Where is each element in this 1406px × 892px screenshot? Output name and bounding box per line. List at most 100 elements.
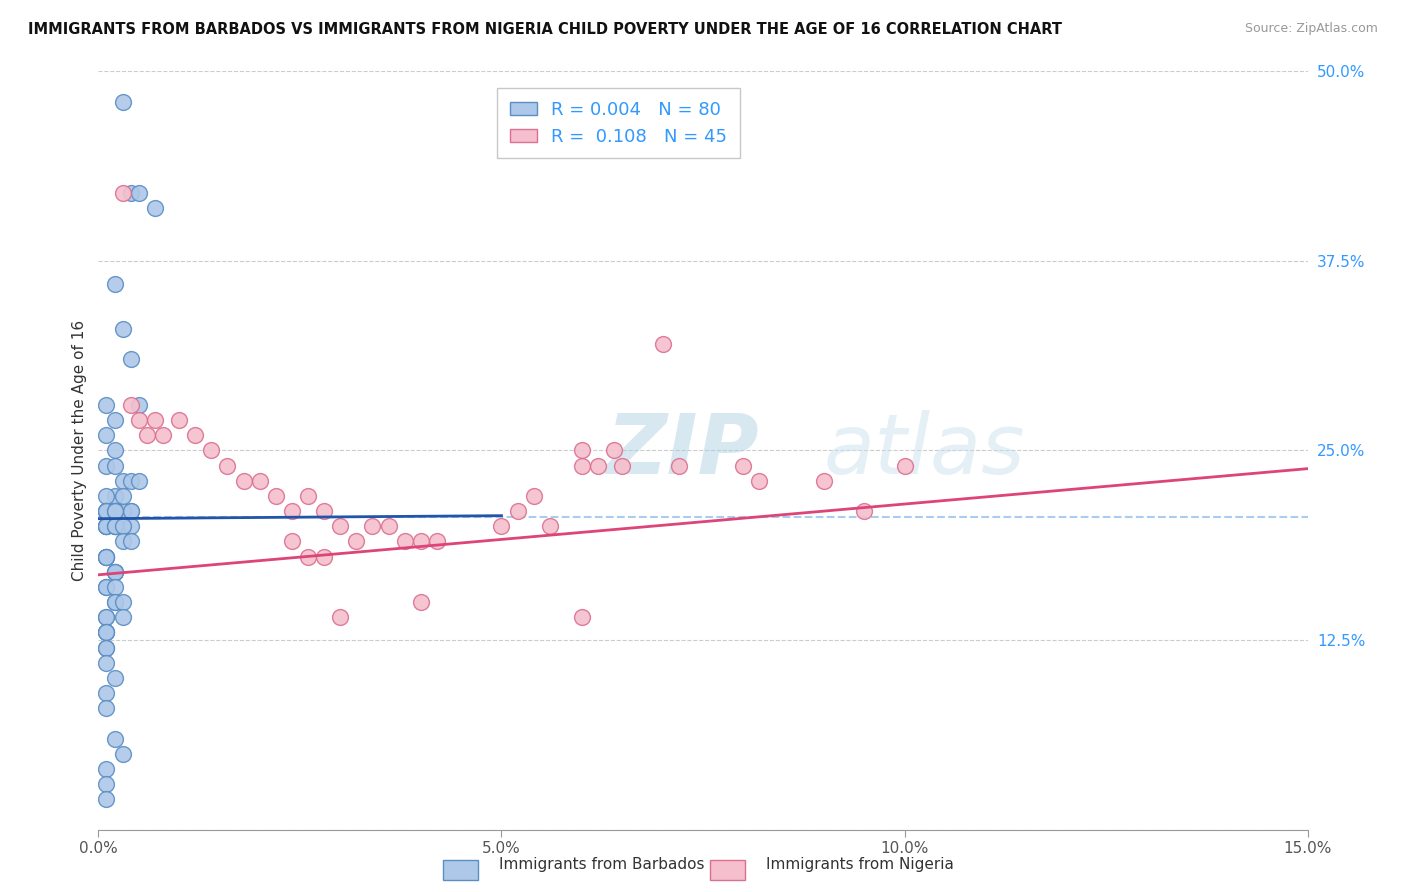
Point <box>96 610 118 624</box>
Point <box>377 519 399 533</box>
Point <box>329 519 352 533</box>
Point <box>96 504 118 518</box>
Point <box>603 443 626 458</box>
Point <box>143 201 166 215</box>
Point <box>281 504 304 518</box>
Text: Source: ZipAtlas.com: Source: ZipAtlas.com <box>1244 22 1378 36</box>
Point <box>96 519 118 533</box>
Point <box>96 640 118 655</box>
Point <box>152 428 174 442</box>
Point <box>103 519 125 533</box>
Point <box>103 565 125 579</box>
Point <box>314 549 336 564</box>
Point <box>103 519 125 533</box>
Point <box>120 398 142 412</box>
Point <box>893 458 915 473</box>
Point <box>120 534 142 549</box>
Point <box>96 762 118 776</box>
Point <box>111 519 134 533</box>
Point <box>249 474 271 488</box>
Point <box>103 671 125 685</box>
Point <box>111 489 134 503</box>
Point <box>361 519 384 533</box>
Point <box>96 640 118 655</box>
Text: atlas: atlas <box>824 410 1025 491</box>
Text: Immigrants from Nigeria: Immigrants from Nigeria <box>766 857 955 872</box>
Point <box>111 322 134 336</box>
Point <box>103 731 125 746</box>
Legend: R = 0.004   N = 80, R =  0.108   N = 45: R = 0.004 N = 80, R = 0.108 N = 45 <box>496 88 740 158</box>
Point <box>96 489 118 503</box>
Point <box>103 595 125 609</box>
Point <box>103 504 125 518</box>
Point <box>120 474 142 488</box>
Point <box>103 413 125 427</box>
Point <box>103 277 125 291</box>
Point <box>571 610 593 624</box>
Point <box>394 534 416 549</box>
Point <box>103 519 125 533</box>
Point <box>523 489 546 503</box>
Point <box>329 610 352 624</box>
Point <box>103 504 125 518</box>
Point <box>96 504 118 518</box>
Point <box>111 519 134 533</box>
Text: IMMIGRANTS FROM BARBADOS VS IMMIGRANTS FROM NIGERIA CHILD POVERTY UNDER THE AGE : IMMIGRANTS FROM BARBADOS VS IMMIGRANTS F… <box>28 22 1062 37</box>
Point <box>96 549 118 564</box>
Point <box>103 519 125 533</box>
Point <box>103 519 125 533</box>
Point <box>103 458 125 473</box>
Point <box>96 549 118 564</box>
Point <box>217 458 239 473</box>
Point <box>128 398 150 412</box>
Point <box>120 186 142 200</box>
Point <box>491 519 513 533</box>
Point <box>96 610 118 624</box>
Point <box>96 792 118 806</box>
Point <box>314 504 336 518</box>
Point <box>96 549 118 564</box>
Point <box>103 504 125 518</box>
Point <box>409 595 432 609</box>
Y-axis label: Child Poverty Under the Age of 16: Child Poverty Under the Age of 16 <box>72 320 87 581</box>
Point <box>96 519 118 533</box>
Point <box>96 625 118 640</box>
Point <box>103 565 125 579</box>
Point <box>612 458 634 473</box>
Point <box>96 519 118 533</box>
Point <box>111 534 134 549</box>
Point <box>111 474 134 488</box>
Point <box>111 95 134 109</box>
Text: Immigrants from Barbados: Immigrants from Barbados <box>499 857 704 872</box>
Point <box>232 474 254 488</box>
Point <box>281 534 304 549</box>
Point <box>103 595 125 609</box>
Point <box>128 474 150 488</box>
Point <box>111 610 134 624</box>
Point <box>96 504 118 518</box>
Point <box>96 686 118 700</box>
Point <box>297 489 319 503</box>
Point <box>103 565 125 579</box>
Point <box>184 428 207 442</box>
Point <box>668 458 690 473</box>
Point <box>96 580 118 594</box>
Point <box>426 534 449 549</box>
Point <box>96 458 118 473</box>
Point <box>853 504 876 518</box>
Point <box>506 504 529 518</box>
Point <box>120 519 142 533</box>
Point <box>96 398 118 412</box>
Point <box>264 489 287 503</box>
Point <box>128 186 150 200</box>
Point <box>111 504 134 518</box>
Point <box>135 428 157 442</box>
Point <box>103 504 125 518</box>
Point <box>409 534 432 549</box>
Point <box>571 458 593 473</box>
Point <box>651 337 673 351</box>
Point <box>571 443 593 458</box>
Point <box>96 777 118 791</box>
Point <box>96 519 118 533</box>
Point <box>96 625 118 640</box>
